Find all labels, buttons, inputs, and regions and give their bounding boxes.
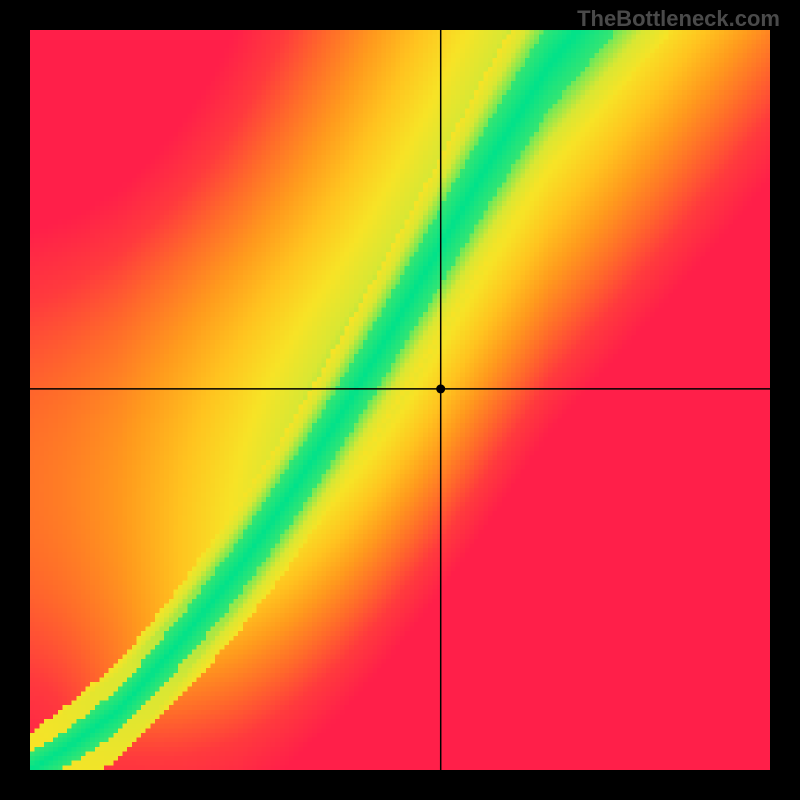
bottleneck-heatmap — [30, 30, 770, 770]
watermark-text: TheBottleneck.com — [577, 6, 780, 32]
chart-container: TheBottleneck.com — [0, 0, 800, 800]
